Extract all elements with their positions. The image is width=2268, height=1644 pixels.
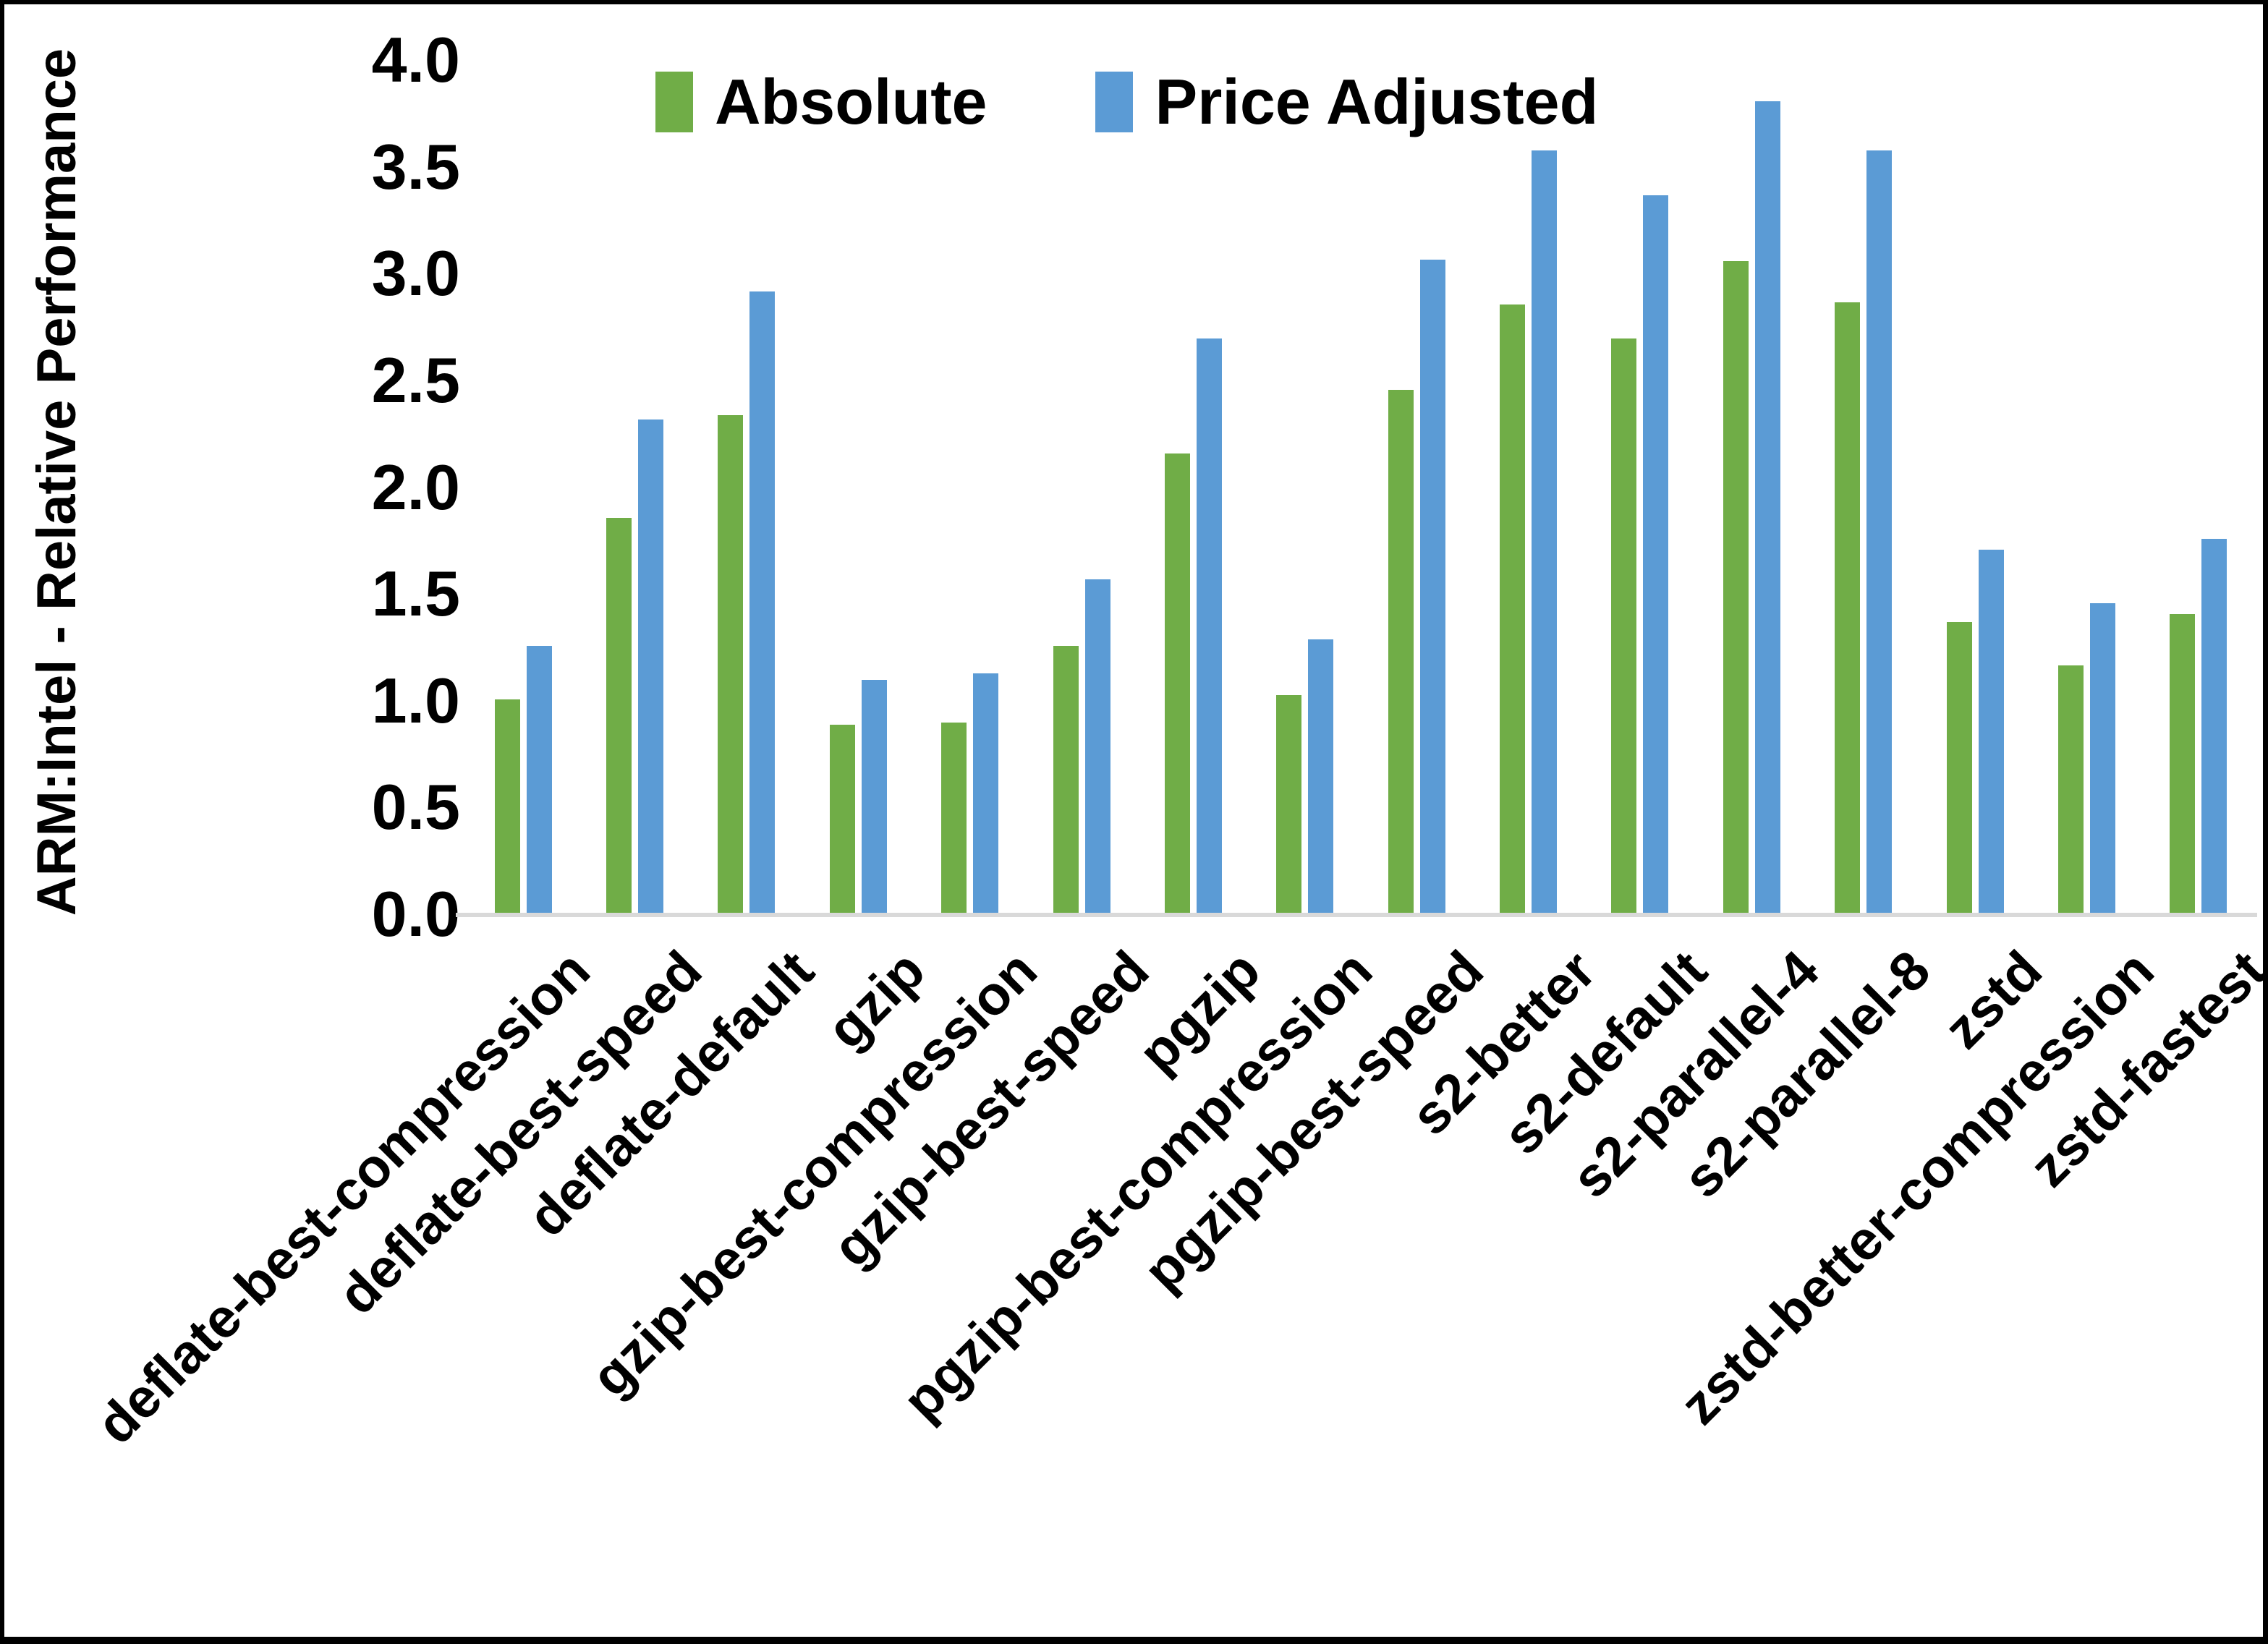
bar-price-adjusted-s2-parallel-8 (1866, 150, 1893, 913)
bar-price-adjusted-zstd-fastest (2201, 539, 2227, 913)
bar-group-deflate-best-compression (467, 59, 579, 913)
bar-group-gzip-best-compression (914, 59, 1026, 913)
bar-absolute-s2-default (1611, 338, 1637, 913)
y-tick-label-1.5: 1.5 (371, 558, 460, 630)
bar-group-gzip-best-speed (1026, 59, 1137, 913)
bar-absolute-gzip-best-speed (1053, 646, 1079, 913)
bar-absolute-deflate-best-speed (606, 518, 632, 913)
legend-item-price-adjusted: Price Adjusted (1095, 65, 1598, 139)
y-axis-title: ARM:Intel - Relative Performance (17, 48, 97, 916)
bar-group-deflate-best-speed (579, 59, 690, 913)
y-tick-label-2.5: 2.5 (371, 344, 460, 416)
bar-group-s2-parallel-8 (1808, 59, 1919, 913)
legend-swatch-absolute-icon (655, 72, 693, 132)
bar-price-adjusted-deflate-best-speed (638, 419, 664, 913)
y-tick-label-1.0: 1.0 (371, 664, 460, 736)
bar-price-adjusted-gzip (861, 680, 887, 913)
y-tick-label-2.0: 2.0 (371, 451, 460, 523)
bar-absolute-s2-parallel-4 (1723, 261, 1749, 913)
legend-label-absolute: Absolute (715, 66, 988, 137)
bar-price-adjusted-gzip-best-compression (973, 673, 999, 913)
y-tick-label-3.0: 3.0 (371, 237, 460, 310)
bar-group-deflate-default (691, 59, 802, 913)
bar-absolute-zstd-better-compression (2057, 665, 2084, 913)
bar-price-adjusted-s2-better (1532, 150, 1558, 913)
bar-absolute-pgzip-best-compression (1276, 695, 1302, 913)
legend: Absolute Price Adjusted (655, 65, 1598, 139)
bar-group-pgzip-best-speed (1361, 59, 1472, 913)
bar-group-s2-default (1584, 59, 1696, 913)
y-tick-label-0.5: 0.5 (371, 771, 460, 843)
y-axis-title-text: ARM:Intel - Relative Performance (26, 48, 88, 916)
bar-group-zstd-fastest (2143, 59, 2254, 913)
bar-group-zstd-better-compression (2031, 59, 2142, 913)
bar-price-adjusted-zstd-better-compression (2089, 603, 2115, 913)
legend-swatch-price-adjusted-icon (1095, 72, 1134, 132)
bar-price-adjusted-deflate-default (749, 291, 776, 913)
bar-price-adjusted-pgzip-best-compression (1308, 639, 1334, 913)
bar-absolute-gzip-best-compression (941, 723, 967, 913)
bar-absolute-deflate-best-compression (494, 699, 520, 913)
legend-label-price-adjusted: Price Adjusted (1155, 66, 1599, 137)
bar-price-adjusted-s2-parallel-4 (1754, 101, 1780, 913)
bar-price-adjusted-pgzip-best-speed (1419, 260, 1445, 913)
legend-item-absolute: Absolute (655, 65, 987, 139)
bar-price-adjusted-gzip-best-speed (1084, 579, 1110, 913)
bar-group-pgzip (1137, 59, 1249, 913)
bar-price-adjusted-pgzip (1196, 338, 1222, 913)
bar-absolute-pgzip-best-speed (1388, 390, 1414, 913)
bar-price-adjusted-s2-default (1643, 195, 1669, 913)
bar-absolute-s2-parallel-8 (1835, 302, 1861, 913)
bar-absolute-zstd (1946, 622, 1972, 913)
bar-absolute-zstd-fastest (2170, 614, 2196, 913)
bar-price-adjusted-zstd (1978, 550, 2004, 913)
plot-area (467, 59, 2254, 913)
bar-absolute-s2-better (1500, 304, 1526, 913)
bar-group-gzip (802, 59, 914, 913)
bar-absolute-pgzip (1164, 453, 1190, 913)
y-tick-label-4.0: 4.0 (371, 24, 460, 95)
bar-group-s2-parallel-4 (1696, 59, 1807, 913)
bar-group-zstd (1919, 59, 2031, 913)
bar-price-adjusted-deflate-best-compression (526, 646, 552, 913)
bar-group-pgzip-best-compression (1249, 59, 1361, 913)
x-axis-line (456, 913, 2257, 917)
bar-absolute-gzip (829, 725, 855, 913)
bar-absolute-deflate-default (718, 415, 744, 913)
y-tick-label-0.0: 0.0 (371, 878, 460, 950)
y-tick-label-3.5: 3.5 (371, 130, 460, 203)
bar-group-s2-better (1472, 59, 1584, 913)
